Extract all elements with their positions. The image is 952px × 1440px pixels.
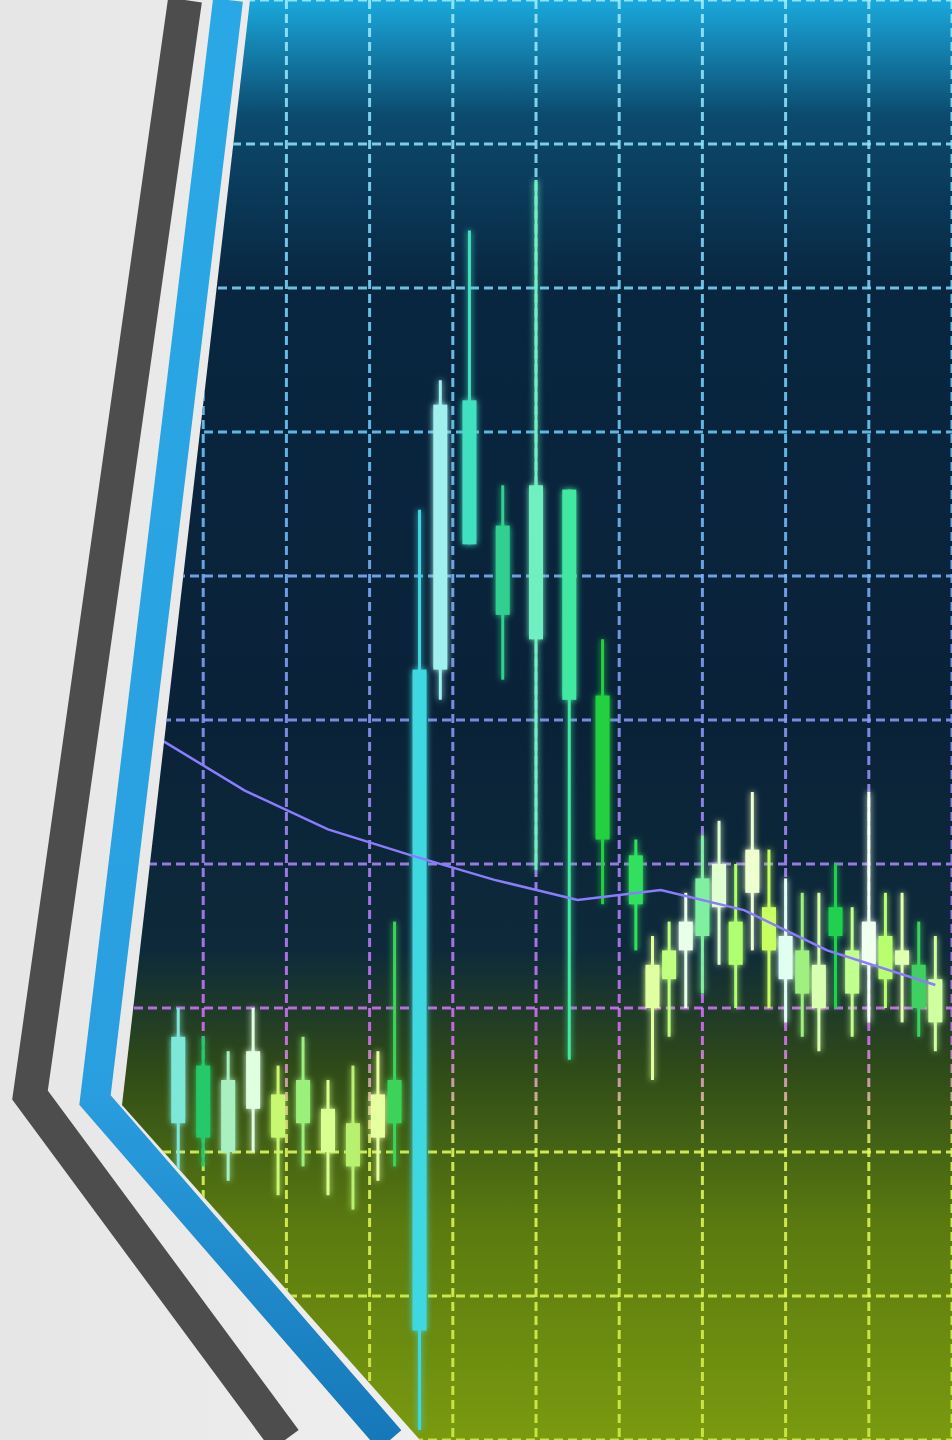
candle-body (878, 936, 892, 979)
grid-line-x (285, 0, 288, 1440)
grid-line-x (451, 0, 454, 1440)
candle-body (413, 670, 427, 1331)
stage (0, 0, 952, 1440)
line-series (162, 740, 936, 985)
candle-body (928, 979, 942, 1022)
candle-body (433, 405, 447, 670)
candle-body (745, 850, 759, 893)
candle-body (346, 1123, 360, 1166)
grid-line-x (701, 0, 704, 1440)
candle-body (712, 864, 726, 907)
grid-line-x (202, 0, 205, 1440)
grid-line-x (535, 0, 538, 1440)
candle-body (562, 490, 576, 700)
candle-body (629, 855, 643, 904)
candle-body (529, 485, 543, 639)
grid-line-y (120, 1439, 952, 1440)
grid-line-x (867, 0, 870, 1440)
grid-line-x (119, 0, 122, 1440)
candle-body (779, 936, 793, 979)
candle-body (829, 907, 843, 936)
candle-body (462, 400, 476, 544)
candle-body (496, 526, 510, 615)
grid-line-x (784, 0, 787, 1440)
candles (171, 180, 942, 1430)
candle-body (695, 878, 709, 936)
candle-body (271, 1094, 285, 1137)
candle-body (795, 950, 809, 993)
candle-body (645, 965, 659, 1008)
candle-body (371, 1094, 385, 1137)
candle-body (321, 1109, 335, 1152)
candle-body (662, 950, 676, 979)
slide (0, 0, 952, 1440)
candle-body (246, 1051, 260, 1109)
candle-body (679, 922, 693, 951)
grid-line-x (951, 0, 952, 1440)
candle-body (862, 922, 876, 965)
candle-wick (867, 792, 870, 1022)
grid-line-x (618, 0, 621, 1440)
grid-line-x (368, 0, 371, 1440)
candle-body (221, 1080, 235, 1152)
candle-wick (393, 922, 396, 1167)
candle-body (912, 965, 926, 1008)
candle-wick (684, 893, 687, 1008)
candle-body (296, 1080, 310, 1123)
grid (120, 0, 952, 1440)
candle-body (895, 950, 909, 964)
candle-body (388, 1080, 402, 1123)
candle-body (762, 907, 776, 950)
candle-body (196, 1066, 210, 1138)
plot-area (120, 0, 952, 1440)
background (0, 0, 952, 1440)
candle-body (171, 1037, 185, 1123)
candle-body (812, 965, 826, 1008)
candle-body (729, 922, 743, 965)
candle-body (596, 696, 610, 840)
